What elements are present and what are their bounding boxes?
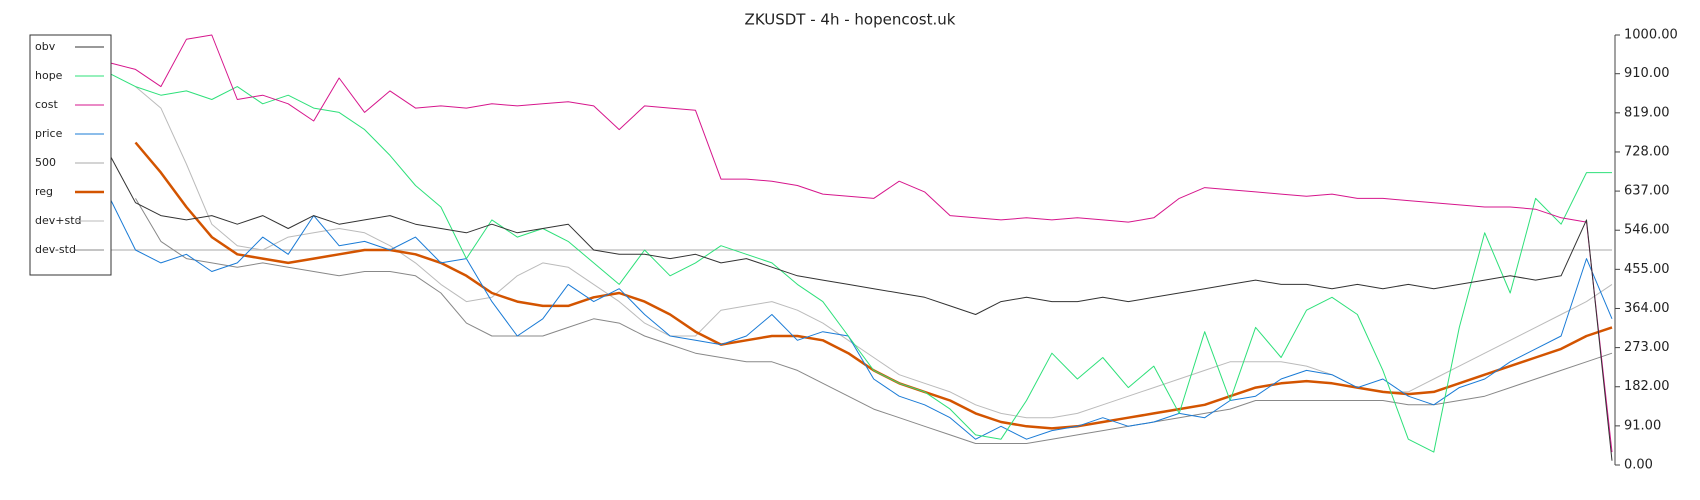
series-line (135, 198, 1613, 444)
legend-label: cost (35, 98, 59, 111)
series-line (109, 155, 1613, 461)
legend-label: 500 (35, 156, 56, 169)
legend-label: price (35, 127, 63, 140)
y-tick-label: 364.00 (1624, 301, 1670, 316)
y-tick-label: 1000.00 (1624, 28, 1678, 43)
y-tick-label: 728.00 (1624, 144, 1670, 159)
y-tick-label: 273.00 (1624, 340, 1670, 355)
y-tick-label: 455.00 (1624, 262, 1670, 277)
legend-box (29, 34, 112, 276)
legend-label: reg (35, 185, 53, 198)
y-tick-label: 546.00 (1624, 223, 1670, 238)
legend-label: hope (35, 69, 63, 82)
legend-label: dev+std (35, 214, 82, 227)
y-tick-label: 819.00 (1624, 105, 1670, 120)
series-line (109, 34, 1613, 453)
y-tick-label: 0.00 (1624, 458, 1653, 473)
y-tick-label: 182.00 (1624, 379, 1670, 394)
legend-label: obv (35, 40, 56, 53)
y-tick-label: 91.00 (1624, 418, 1661, 433)
y-tick-label: 910.00 (1624, 66, 1670, 81)
chart-title: ZKUSDT - 4h - hopencost.uk (745, 11, 956, 29)
series-line (109, 73, 1612, 453)
legend-label: dev-std (35, 243, 76, 256)
series-line (109, 198, 1613, 440)
y-tick-label: 637.00 (1624, 184, 1670, 199)
series-line (134, 141, 1613, 430)
